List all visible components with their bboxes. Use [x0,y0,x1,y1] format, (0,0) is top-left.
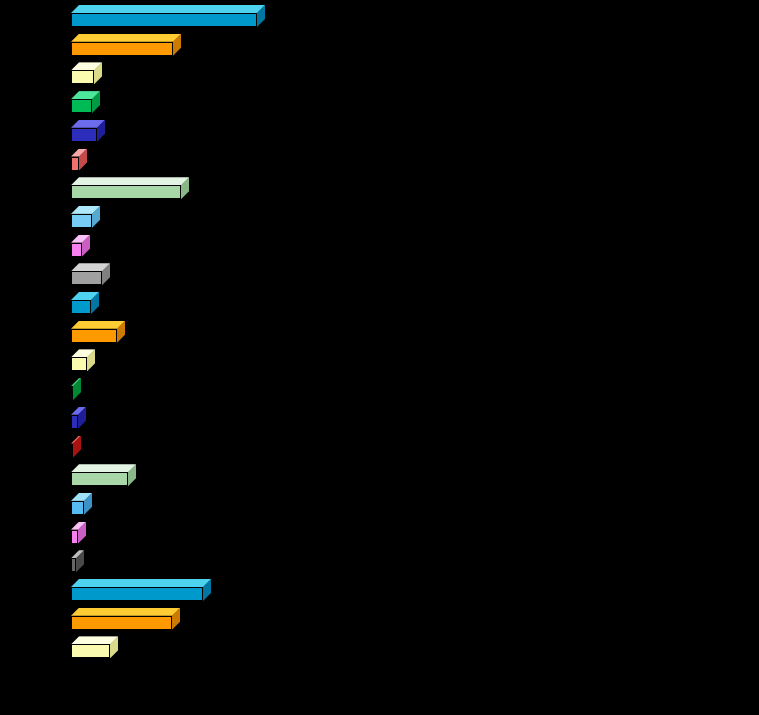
bar-top-face [71,607,180,616]
bar-top-face [71,263,110,272]
bar-side-face [92,205,100,228]
bar-row[interactable] [71,263,112,287]
bar-row[interactable] [71,521,88,546]
bar-side-face [78,406,86,429]
bar-top-face [71,435,81,444]
bar-side-face [128,464,136,487]
bar-top-face [71,406,86,415]
bar-front-face [71,357,87,372]
bar-front-face [71,300,91,314]
bar-side-face [94,62,102,85]
bar-row[interactable] [71,33,183,58]
bar-front-face [71,185,181,200]
bar-front-face [71,13,257,27]
bar-row[interactable] [71,406,88,431]
bar-side-face [73,435,81,458]
bar-row[interactable] [71,119,107,144]
bar-side-face [78,521,86,544]
bar-front-face [71,558,76,573]
bar-top-face [71,234,90,243]
bar-side-face [97,119,105,142]
bar-row[interactable] [71,320,127,345]
bar-row[interactable] [71,579,213,603]
bar-row[interactable] [71,378,83,402]
bar-top-face [71,91,100,100]
bar-top-face [71,5,265,13]
bar-front-face [71,99,92,114]
bar-top-face [71,464,136,473]
bar-side-face [181,177,189,200]
bar-top-face [71,492,92,501]
bar-top-face [71,205,100,214]
bar-front-face [71,644,110,659]
bar-top-face [71,33,181,42]
bar-top-face [71,148,87,157]
bar-top-face [71,320,125,329]
bar-side-face [76,550,84,573]
bar-top-face [71,119,105,128]
bar-side-face [92,91,100,114]
bar-front-face [71,328,117,343]
bar-front-face [71,271,102,286]
bar-side-face [87,349,95,372]
bar-side-face [79,148,87,171]
bar-row[interactable] [71,5,267,29]
bar-top-face [71,550,84,559]
bar-row[interactable] [71,205,102,230]
bar-row[interactable] [71,234,92,259]
bar-front-face [71,414,78,429]
bar-row[interactable] [71,148,89,173]
bar-side-face [102,263,110,286]
bar-front-face [71,242,82,257]
bar-top-face [71,378,81,387]
bar-row[interactable] [71,91,102,115]
bar-front-face [71,127,97,142]
bar-row[interactable] [71,62,104,86]
bar-top-face [71,521,86,530]
bar-front-face [71,213,92,228]
bar-side-face [117,320,125,343]
bar-front-face [71,443,73,458]
bar-side-face [172,607,180,630]
bar-row[interactable] [71,292,101,316]
bar-side-face [173,33,181,56]
bar-front-face [71,500,84,515]
bar-row[interactable] [71,492,94,517]
bar-top-face [71,177,189,186]
bar-row[interactable] [71,349,97,373]
bar-front-face [71,156,79,171]
bar-row[interactable] [71,435,83,460]
bar-front-face [71,41,173,56]
bar-top-face [71,292,99,300]
bar-side-face [257,5,265,27]
bar-side-face [203,579,211,601]
bar-side-face [73,378,81,401]
bar-side-face [84,492,92,515]
bar-row[interactable] [71,607,182,632]
bar-row[interactable] [71,636,120,660]
bar-front-face [71,587,203,601]
bar-front-face [71,70,94,85]
bar-side-face [91,292,99,314]
bar-row[interactable] [71,550,86,574]
bar-front-face [71,472,128,487]
bar-row[interactable] [71,464,138,488]
bar-top-face [71,636,118,645]
bar-front-face [71,386,73,401]
bar-side-face [110,636,118,659]
bar-front-face [71,529,78,544]
bar-row[interactable] [71,177,191,201]
bar-top-face [71,579,211,587]
bar-top-face [71,62,102,71]
bar-front-face [71,615,172,630]
bar-side-face [82,234,90,257]
bar-top-face [71,349,95,358]
